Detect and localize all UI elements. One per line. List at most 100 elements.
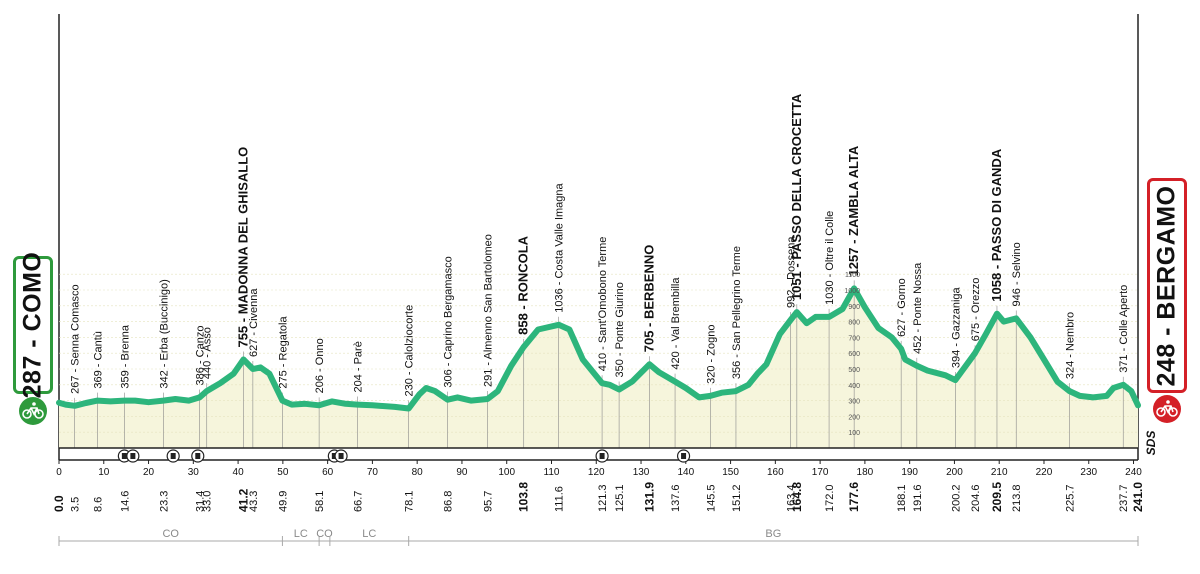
waypoint-label: 440 - Asso [202,327,214,379]
waypoint-label: 705 - BERBENNO [642,245,657,353]
waypoint-km-label: 58.1 [314,491,326,512]
waypoint-km-label: 177.6 [847,482,861,512]
waypoint-km-label: 31.4 [195,491,207,512]
altitude-scale-label: 300 [848,399,860,406]
x-tick-label: 120 [588,467,605,478]
waypoint-km-label: 103.8 [517,482,531,512]
waypoint-label: 324 - Nembro [1064,312,1076,379]
altitude-scale-label: 500 [848,367,860,374]
waypoint-km-label: 86.8 [443,491,455,512]
x-tick-label: 100 [498,467,515,478]
waypoint-label: 275 - Regatola [277,316,289,389]
waypoint-km-label: 137.6 [670,484,682,512]
waypoint-km-label: 95.7 [482,491,494,512]
x-tick-label: 50 [277,467,289,478]
waypoint-km-label: 41.2 [236,488,250,512]
railway-crossing-icon-inner [170,453,176,459]
railway-crossing-icon-inner [130,453,136,459]
x-tick-label: 200 [946,467,963,478]
waypoint-km-label: 164.8 [790,482,804,512]
waypoint-label: 320 - Zogno [705,325,717,384]
waypoint-km-label: 0.0 [52,495,66,512]
railway-crossing-icon-inner [338,453,344,459]
waypoint-label: 204 - Parè [353,341,365,392]
x-tick-label: 110 [544,467,560,478]
start-city-box: 287 - COMO [13,252,53,398]
railway-crossing-icon-inner [599,453,605,459]
profile-line [56,285,1141,412]
waypoint-km-label: 111.6 [554,486,566,512]
x-tick-label: 130 [633,467,650,478]
waypoint-label: 627 - Gorno [896,278,908,337]
waypoint-km-label: 172.0 [824,484,836,512]
waypoint-km-label: 14.6 [119,491,131,512]
waypoint-label: 858 - RONCOLA [516,235,531,335]
waypoint-km-label: 191.6 [912,484,924,512]
waypoint-label: 946 - Selvino [1011,242,1023,306]
x-tick-label: 160 [767,467,784,478]
waypoint-label: 386 - Canzo [195,326,207,386]
waypoint-km-label: 78.1 [404,491,416,512]
waypoint-label: 992 - Dossena [786,236,798,308]
x-tick-label: 90 [456,467,468,478]
waypoint-label: 420 - Val Brembilla [670,277,682,370]
waypoint-km-label: 225.7 [1064,484,1076,512]
x-tick-label: 240 [1125,467,1142,478]
profile-fill-area [59,288,1138,448]
bicycle-icon [18,396,48,426]
waypoint-km-label: 43.3 [248,491,260,512]
waypoint-label: 371 - Colle Aperto [1118,285,1130,373]
waypoint-label: 1030 - Oltre il Colle [824,211,836,305]
waypoint-label: 350 - Ponte Giurino [614,282,626,377]
altitude-scale-label: 900 [848,304,860,311]
waypoint-label: 369 - Cantù [93,331,105,388]
waypoint-km-label: 125.1 [614,484,626,512]
waypoint-km-label: 8.6 [93,497,105,512]
x-tick-label: 150 [722,467,739,478]
finish-city-label: 248 - BERGAMO [1152,185,1181,386]
province-bar: CO LC CO LC BG [58,528,1139,546]
railway-crossing-icon-inner [331,453,337,459]
railway-crossing-icon-inner [681,453,687,459]
waypoint-label: 1036 - Costa Valle Imagna [554,182,566,312]
x-tick-label: 170 [812,467,829,478]
start-city-label: 287 - COMO [18,251,47,399]
waypoint-km-label: 23.3 [158,491,170,512]
x-tick-label: 0 [56,467,62,478]
x-tick-label: 20 [143,467,155,478]
waypoint-label: 755 - MADONNA DEL GHISALLO [235,147,250,348]
waypoint-km-label: 145.5 [705,484,717,512]
finish-flag-icon [1152,394,1182,424]
waypoint-km-label: 33.0 [202,491,214,512]
altitude-scale-label: 1000 [844,288,860,295]
province-label: BG [765,528,781,540]
altitude-scale: 100 200 300 400 500 600 700 800 900 1000 1100 [844,272,860,437]
waypoint-km-label: 49.9 [277,491,289,512]
x-tick-label: 70 [367,467,379,478]
waypoint-km-label: 163.4 [786,484,798,512]
waypoint-km-label: 213.8 [1011,484,1023,512]
altitude-scale-label: 400 [848,383,860,390]
province-label: LC [294,528,308,540]
finish-city-box: 248 - BERGAMO [1147,178,1187,393]
waypoint-label: 291 - Almenno San Bartolomeo [482,234,494,387]
sds-text: SDS [1144,430,1158,456]
x-tick-label: 180 [857,467,874,478]
railway-crossing-icon-inner [195,453,201,459]
altitude-scale-label: 600 [848,351,860,358]
altitude-scale-label: 100 [848,430,860,437]
x-tick-label: 220 [1036,467,1053,478]
altitude-scale-label: 200 [848,414,860,421]
waypoint-km-label: 188.1 [896,484,908,512]
waypoint-label: 230 - Calolziocorte [404,305,416,397]
waypoint-label: 206 - Onno [314,338,326,393]
x-tick-label: 30 [188,467,200,478]
province-label: CO [316,528,333,540]
waypoint-km-label: 151.2 [731,484,743,512]
waypoint-label: 306 - Caprino Bergamasco [443,256,455,387]
x-tick-label: 60 [322,467,334,478]
waypoint-label: 359 - Brenna [119,324,131,388]
x-tick-label: 190 [901,467,918,478]
